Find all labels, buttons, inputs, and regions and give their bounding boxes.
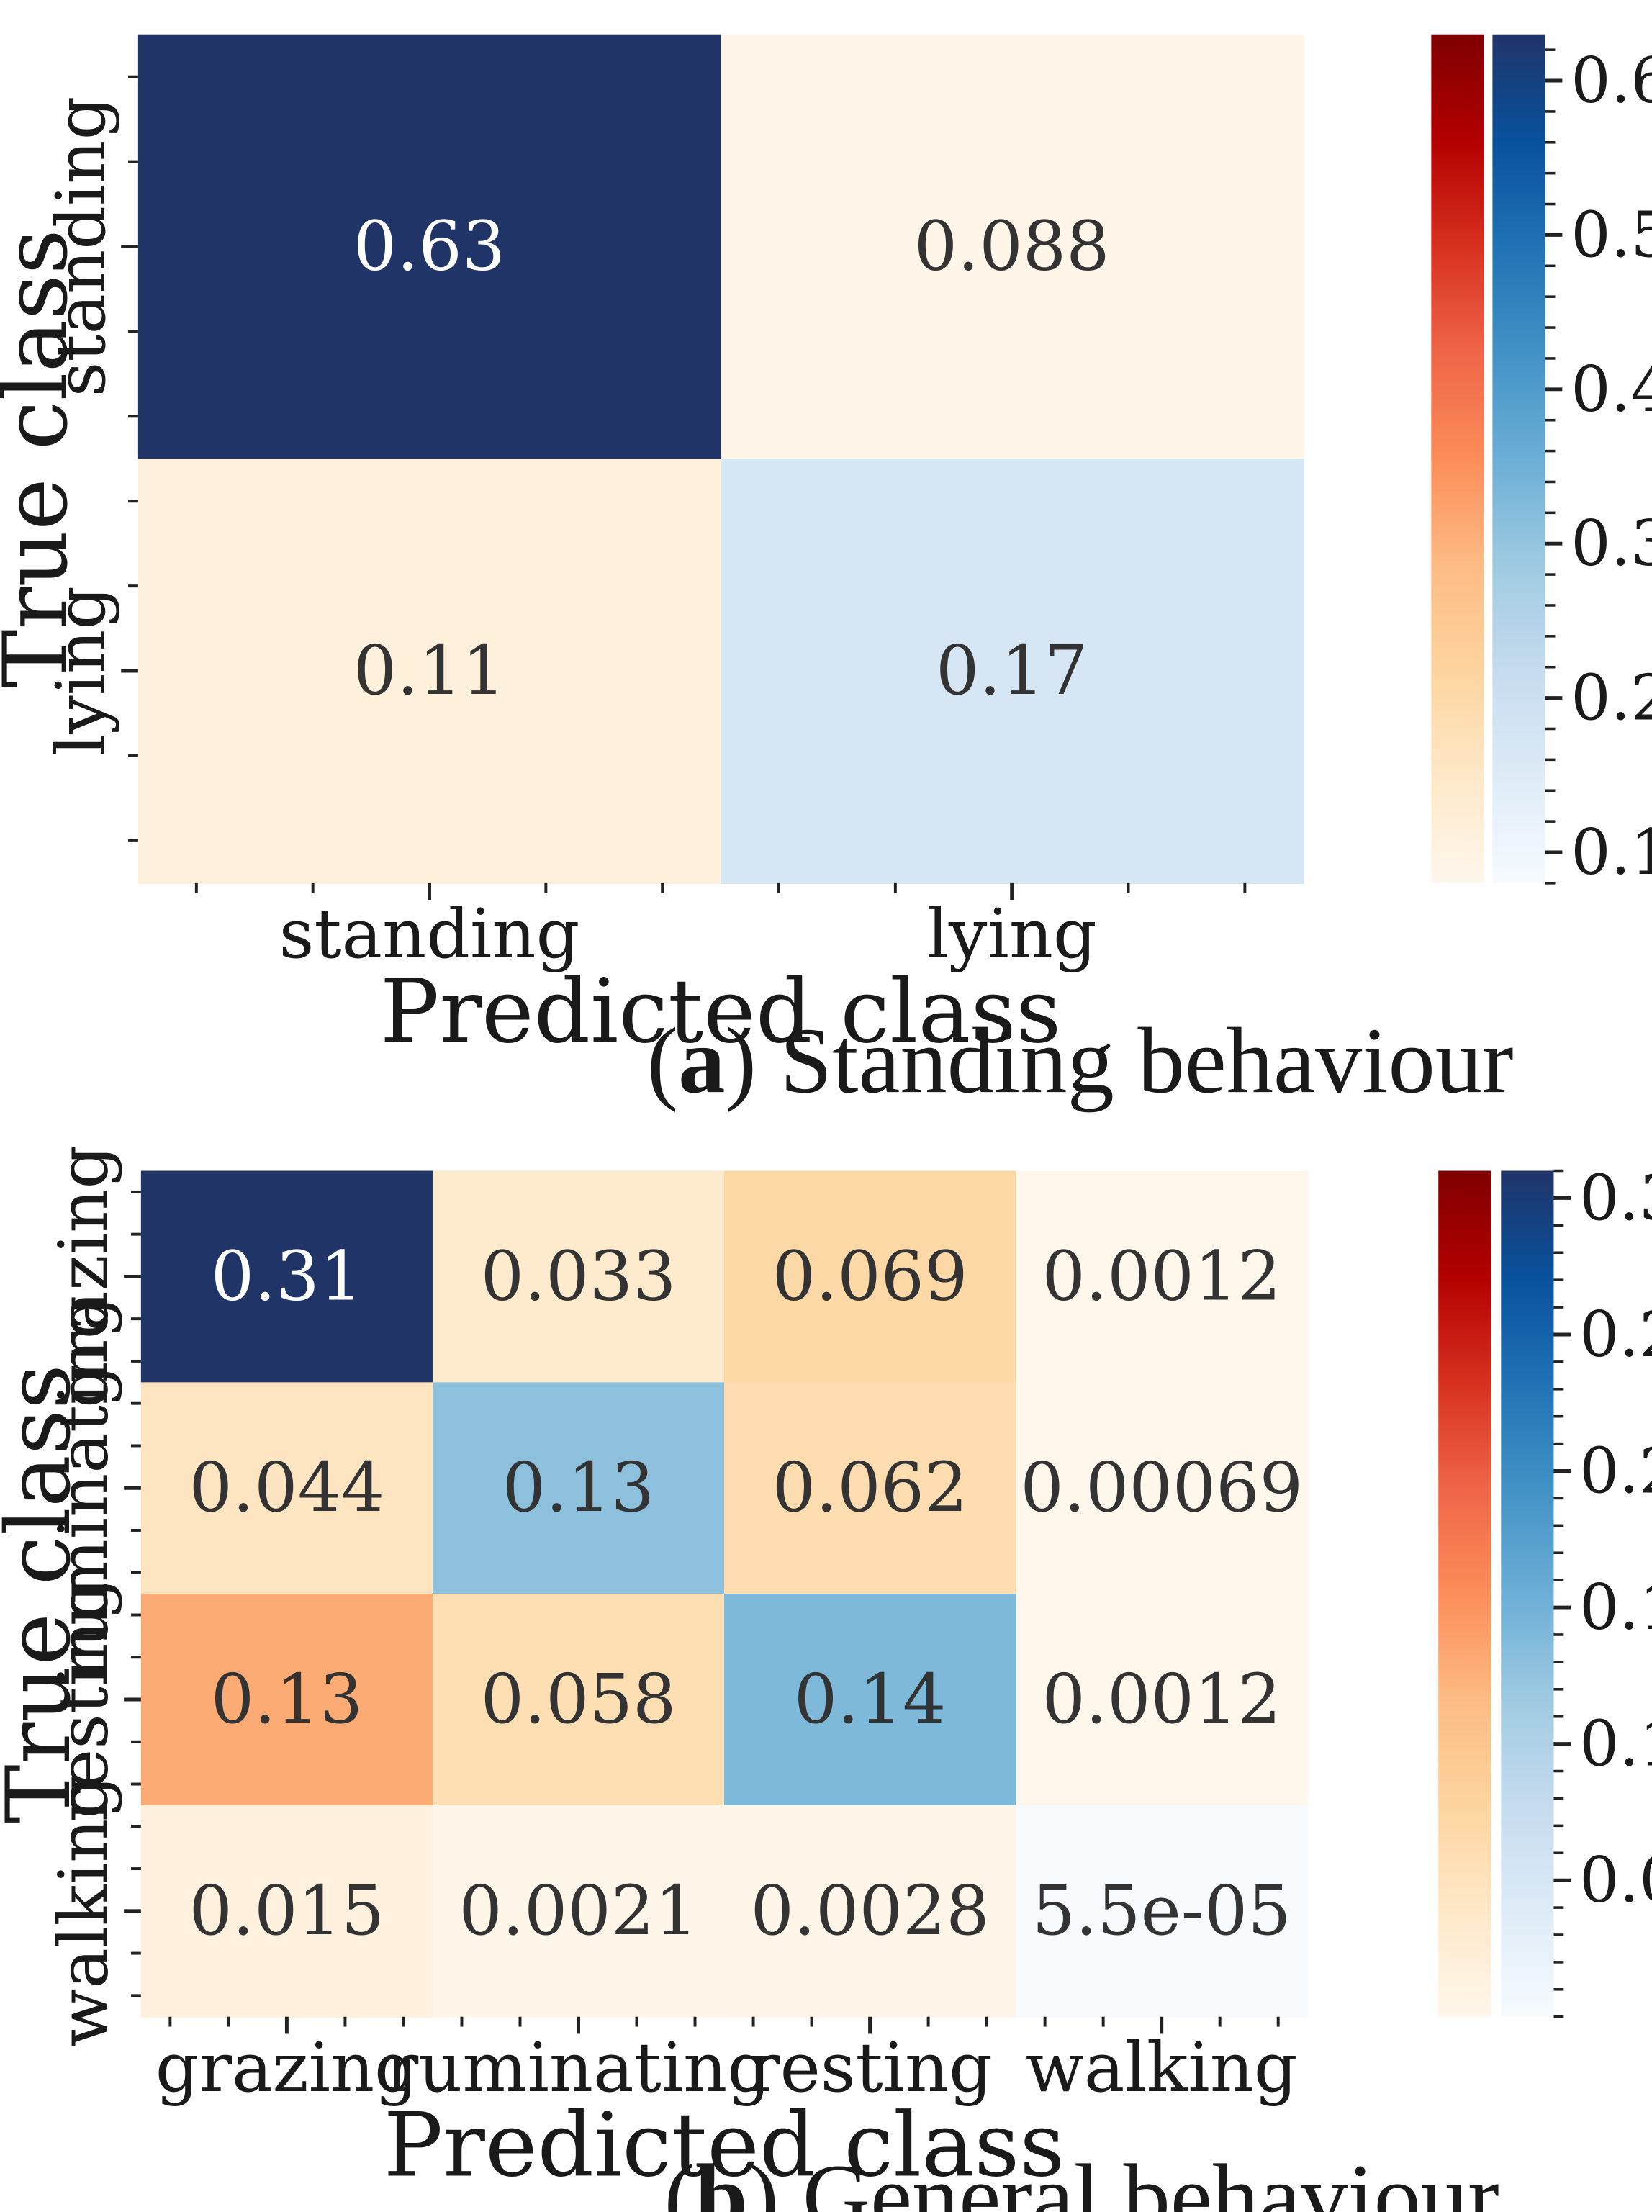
- x-tick-label-standing: standing: [279, 895, 580, 974]
- cell-value-label: 0.17: [936, 631, 1088, 710]
- heatmap-cell-grazing-ruminating: [432, 1170, 726, 1383]
- heatmap-cell-walking-walking: [1016, 1805, 1309, 2018]
- cell-value-label: 0.0021: [459, 1872, 698, 1951]
- colorbar-tick-label: 0.6: [1571, 44, 1652, 117]
- colorbar-tick-label: 0.4: [1571, 353, 1652, 426]
- heatmap-cell-standing-standing: [137, 34, 722, 460]
- y-tick-label-grazing: grazing: [45, 1145, 124, 1408]
- colorbar-orrd: [1431, 34, 1484, 883]
- y-tick-label-ruminating: ruminating: [45, 1296, 124, 1681]
- cell-value-label: 0.044: [189, 1448, 384, 1527]
- cell-value-label: 0.062: [772, 1448, 968, 1527]
- cell-value-label: 0.0012: [1042, 1660, 1281, 1739]
- cell-value-label: 0.0028: [750, 1872, 989, 1951]
- x-tick-label-ruminating: ruminating: [386, 2028, 771, 2108]
- x-axis-title: Predicted class: [380, 960, 1062, 1062]
- cell-value-label: 0.069: [772, 1237, 968, 1316]
- heatmap-cell-ruminating-grazing: [140, 1382, 434, 1595]
- y-tick-label-resting: resting: [45, 1577, 124, 1823]
- heatmap-cell-ruminating-ruminating: [432, 1382, 726, 1595]
- colorbar-orrd: [1438, 1170, 1491, 2017]
- heatmap-cell-walking-resting: [724, 1805, 1017, 2018]
- heatmap-cell-grazing-walking: [1016, 1170, 1309, 1383]
- cell-value-label: 0.13: [211, 1660, 363, 1739]
- caption-letter: b: [695, 2146, 748, 2212]
- x-tick-label-walking: walking: [1026, 2028, 1298, 2108]
- cell-value-label: 0.033: [481, 1237, 677, 1316]
- panel-caption: (b) General behaviour: [664, 2146, 1499, 2212]
- x-tick-label-lying: lying: [927, 895, 1097, 974]
- cell-value-label: 0.0012: [1042, 1237, 1281, 1316]
- colorbar-tick-label: 0.10: [1579, 1707, 1652, 1781]
- x-tick-label-resting: resting: [747, 2028, 993, 2108]
- colorbar-tick-label: 0.20: [1579, 1435, 1652, 1508]
- cell-value-label: 0.63: [353, 207, 505, 286]
- cell-value-label: 0.015: [189, 1872, 384, 1951]
- heatmap-cell-standing-lying: [721, 34, 1304, 460]
- panel-a-standing-heatmap: 0.63 0.088 0.11 0.17 standing standing lying ly…: [0, 34, 1652, 1113]
- y-axis-title: True class: [0, 1364, 90, 1823]
- colorbar-blues: [1492, 34, 1545, 883]
- cell-value-label: 0.00069: [1020, 1448, 1303, 1527]
- cell-value-label: 0.14: [794, 1660, 946, 1739]
- cell-value-label: 0.31: [211, 1237, 363, 1316]
- y-tick-label-lying: lying: [42, 586, 121, 756]
- y-tick-label-standing: standing: [42, 96, 121, 397]
- colorbar-blues: [1501, 1170, 1554, 2017]
- heatmap-cell-ruminating-walking: [1016, 1382, 1309, 1595]
- caption-title: General behaviour: [803, 2146, 1499, 2212]
- heatmap-cell-ruminating-resting: [724, 1382, 1017, 1595]
- colorbar-tick-label: 0.2: [1571, 662, 1652, 735]
- caption-letter: a: [678, 1009, 725, 1113]
- cell-value-label: 0.058: [481, 1660, 677, 1739]
- colorbar-tick-label: 0.15: [1579, 1571, 1652, 1644]
- heatmap-cell-resting-walking: [1016, 1594, 1309, 1807]
- y-tick-label-walking: walking: [45, 1775, 124, 2047]
- x-tick-label-grazing: grazing: [155, 2028, 418, 2108]
- heatmap-cell-resting-resting: [724, 1594, 1017, 1807]
- cell-value-label: 0.088: [914, 207, 1110, 286]
- heatmap-cell-lying-standing: [137, 459, 722, 885]
- heatmap-cell-resting-grazing: [140, 1594, 434, 1807]
- panel-caption: (a) Standing behaviour: [647, 1009, 1514, 1113]
- cell-value-label: 5.5e-05: [1032, 1872, 1291, 1951]
- panel-b-general-heatmap: 0.31 0.033 0.069 0.0012 0.044 0.13 0.062 0.0006…: [0, 1145, 1652, 2212]
- cell-value-label: 0.11: [353, 631, 505, 710]
- heatmap-cell-grazing-grazing: [140, 1170, 434, 1383]
- heatmap-cell-lying-lying: [721, 459, 1304, 885]
- colorbar-tick-label: 0.05: [1579, 1843, 1652, 1917]
- heatmap-cell-walking-ruminating: [432, 1805, 726, 2018]
- colorbar-tick-label: 0.25: [1579, 1298, 1652, 1371]
- colorbar-tick-label: 0.30: [1579, 1161, 1652, 1234]
- heatmap-cell-grazing-resting: [724, 1170, 1017, 1383]
- cell-value-label: 0.13: [502, 1448, 654, 1527]
- y-axis-title: True class: [0, 229, 87, 688]
- colorbar-tick-label: 0.5: [1571, 198, 1652, 271]
- caption-title: Standing behaviour: [780, 1009, 1514, 1113]
- heatmap-cell-resting-ruminating: [432, 1594, 726, 1807]
- heatmap-cell-walking-grazing: [140, 1805, 434, 2018]
- colorbar-tick-label: 0.3: [1571, 507, 1652, 580]
- colorbar-tick-label: 0.1: [1571, 816, 1652, 889]
- x-axis-title: Predicted class: [384, 2093, 1065, 2196]
